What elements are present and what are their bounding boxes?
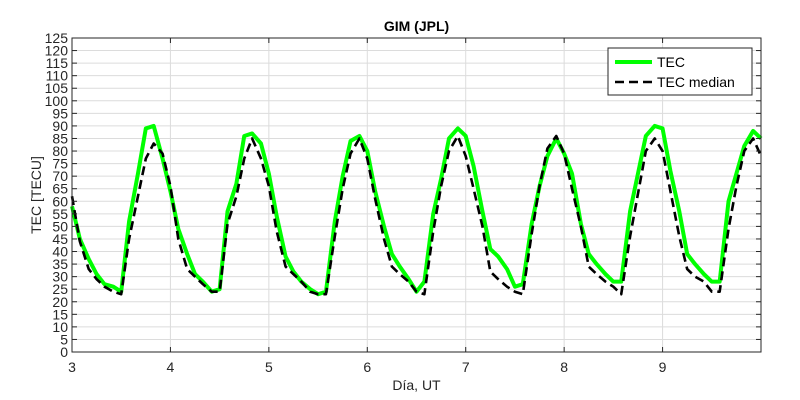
- y-tick-label: 5: [60, 331, 68, 347]
- y-tick-label: 90: [52, 118, 68, 134]
- x-tick-label: 7: [462, 359, 470, 375]
- y-tick-label: 95: [52, 105, 68, 121]
- legend-box: [607, 47, 753, 96]
- x-tick-label: 6: [363, 359, 371, 375]
- y-tick-label: 15: [52, 306, 68, 322]
- y-tick-label: 100: [45, 93, 69, 109]
- y-tick-label: 80: [52, 143, 68, 159]
- x-tick-label: 3: [68, 359, 76, 375]
- y-tick-label: 85: [52, 130, 68, 146]
- y-tick-label: 110: [46, 68, 69, 84]
- y-tick-label: 45: [52, 231, 68, 247]
- y-tick-label: 0: [60, 344, 68, 360]
- chart-title: GIM (JPL): [384, 18, 449, 34]
- y-tick-label: 125: [45, 30, 69, 46]
- plot-frame: [71, 37, 762, 353]
- y-tick-label: 10: [52, 319, 68, 335]
- y-tick-label: 70: [52, 168, 68, 184]
- y-tick-label: 60: [52, 193, 68, 209]
- x-tick-label: 8: [560, 359, 568, 375]
- x-axis-label: Día, UT: [392, 377, 441, 393]
- y-tick-label: 115: [46, 55, 69, 71]
- y-axis-label: TEC [TECU]: [28, 156, 44, 234]
- y-tick-label: 50: [52, 218, 68, 234]
- y-tick-label: 25: [52, 281, 68, 297]
- series-group: [70, 123, 763, 297]
- y-tick-label: 55: [52, 206, 68, 222]
- x-tick-label: 9: [659, 359, 667, 375]
- y-tick-label: 65: [52, 181, 68, 197]
- y-tick-label: 105: [45, 80, 69, 96]
- y-tick-label: 75: [52, 156, 68, 172]
- legend-label-tec: TEC: [657, 54, 685, 70]
- y-tick-label: 20: [52, 294, 68, 310]
- legend: TEC TEC median: [607, 47, 753, 96]
- y-tick-label: 120: [45, 43, 69, 59]
- y-tick-label: 40: [52, 244, 68, 260]
- series-line-tec-median: [70, 134, 763, 296]
- x-tick-label: 4: [167, 359, 175, 375]
- x-tick-label: 5: [265, 359, 273, 375]
- y-tick-label: 30: [52, 269, 68, 285]
- legend-label-tec-median: TEC median: [657, 74, 735, 90]
- y-tick-label: 35: [52, 256, 68, 272]
- axis-ticks: 0510152025303540455055606570758085909510…: [45, 30, 761, 375]
